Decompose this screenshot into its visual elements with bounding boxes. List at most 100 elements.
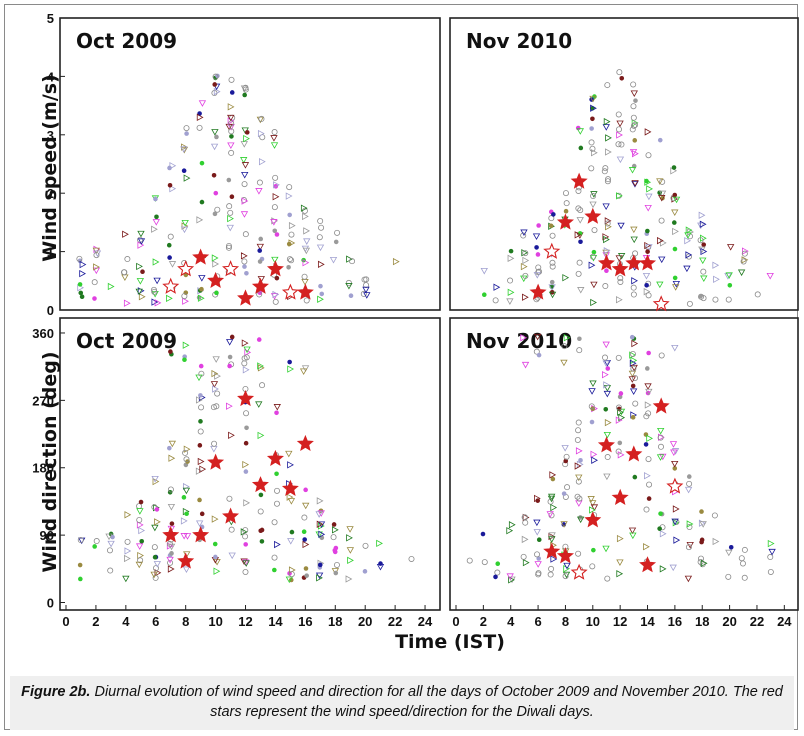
marker — [211, 254, 219, 262]
marker — [603, 406, 609, 412]
marker — [521, 249, 529, 257]
marker — [273, 404, 281, 411]
marker — [107, 567, 114, 574]
other-days-markers — [77, 334, 415, 584]
marker — [124, 256, 131, 263]
y-axis-label-speed: Wind speed (m/s) — [39, 74, 61, 262]
marker — [657, 434, 664, 441]
plot-frame — [449, 317, 799, 611]
marker — [271, 256, 279, 264]
marker — [167, 565, 175, 573]
marker — [363, 282, 370, 289]
chart-panel-0: Oct 2009 0 1 2 3 4 5 — [47, 11, 441, 318]
marker — [345, 575, 353, 583]
marker — [136, 521, 144, 529]
marker — [741, 574, 748, 581]
y-tick-label: 0 — [47, 303, 54, 318]
diwali-star — [177, 260, 195, 277]
marker — [618, 391, 624, 396]
marker — [683, 265, 691, 273]
marker — [659, 453, 667, 461]
marker — [154, 507, 160, 512]
marker — [522, 272, 529, 279]
marker — [645, 249, 650, 254]
x-tick-label: 22 — [750, 614, 764, 629]
marker — [644, 128, 652, 136]
marker — [154, 518, 161, 526]
marker — [213, 403, 220, 410]
marker — [630, 236, 638, 244]
marker — [139, 538, 145, 544]
marker — [226, 495, 233, 502]
marker — [601, 168, 608, 175]
marker — [241, 355, 248, 362]
chart-panel-1: Nov 2010 — [449, 17, 799, 312]
marker — [197, 428, 204, 435]
marker — [548, 215, 555, 222]
marker — [577, 231, 583, 236]
marker — [300, 204, 308, 212]
marker — [536, 537, 542, 543]
marker — [274, 540, 281, 549]
diwali-star — [611, 260, 629, 277]
marker — [699, 220, 707, 228]
marker — [77, 282, 83, 287]
marker — [616, 156, 625, 164]
marker — [271, 129, 278, 136]
marker — [241, 258, 248, 265]
marker — [535, 498, 541, 503]
marker — [605, 223, 612, 231]
marker — [211, 129, 219, 136]
marker — [669, 441, 678, 448]
x-tick-label: 24 — [418, 614, 433, 629]
marker — [196, 216, 204, 224]
marker — [288, 231, 295, 238]
marker — [168, 454, 176, 462]
marker — [561, 343, 568, 350]
marker — [645, 366, 650, 371]
marker — [240, 211, 249, 218]
marker — [656, 427, 665, 435]
marker — [346, 547, 355, 554]
marker — [272, 298, 279, 305]
marker — [152, 219, 160, 226]
marker — [257, 276, 265, 283]
y-tick-label: 90 — [40, 528, 54, 543]
x-tick-label: 20 — [722, 614, 736, 629]
marker — [256, 291, 263, 298]
marker — [603, 431, 612, 439]
marker — [154, 569, 162, 577]
marker — [270, 219, 278, 226]
marker — [547, 493, 556, 501]
marker — [575, 478, 582, 485]
marker — [362, 542, 369, 549]
marker — [686, 474, 692, 479]
marker — [548, 565, 555, 572]
marker — [671, 284, 680, 291]
marker — [535, 252, 541, 257]
marker — [241, 162, 250, 169]
marker — [672, 246, 678, 252]
marker — [317, 510, 325, 517]
marker — [508, 248, 514, 254]
marker — [79, 269, 87, 278]
marker — [121, 269, 128, 276]
marker — [169, 184, 177, 193]
marker — [617, 275, 624, 282]
marker — [184, 131, 189, 136]
marker — [671, 344, 679, 352]
y-tick-label: 3 — [47, 128, 54, 143]
marker — [184, 511, 189, 517]
marker — [657, 526, 662, 531]
marker — [589, 563, 596, 570]
marker — [631, 277, 638, 285]
diwali-star — [251, 476, 269, 493]
marker — [659, 239, 667, 247]
marker — [168, 349, 173, 354]
marker — [588, 388, 596, 395]
marker — [686, 300, 693, 307]
marker — [589, 419, 595, 425]
marker — [576, 259, 583, 266]
